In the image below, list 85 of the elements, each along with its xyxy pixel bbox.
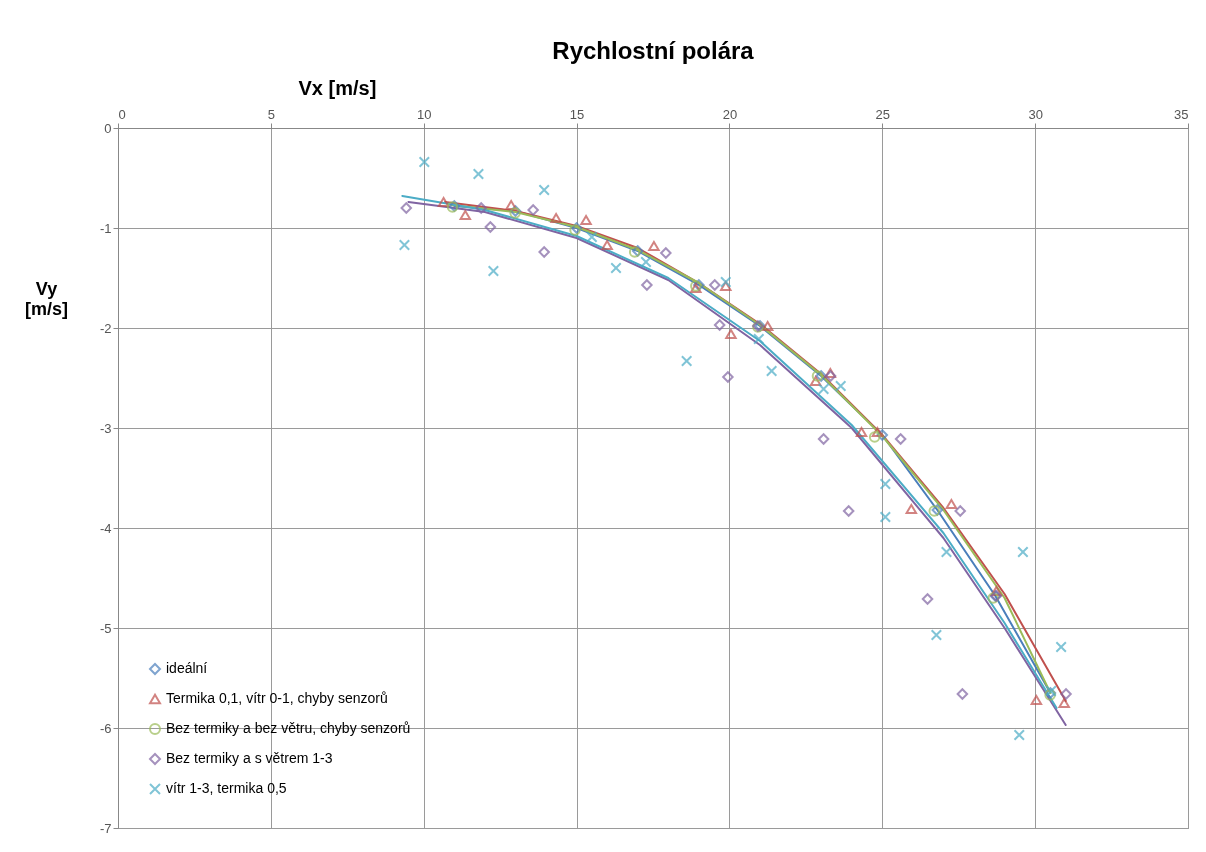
point	[722, 371, 734, 383]
point	[580, 214, 592, 226]
x-axis-title: Vx [m/s]	[298, 76, 377, 99]
point	[400, 202, 413, 214]
point	[459, 209, 472, 221]
x-tick-label: 25	[875, 106, 891, 122]
x-tick-label: 30	[1028, 106, 1043, 122]
point	[871, 426, 884, 438]
y-tick-label: -3	[99, 420, 112, 436]
point	[538, 184, 550, 196]
point	[876, 429, 889, 441]
legend-label: vítr 1-3, termika 0,5	[166, 780, 287, 796]
point	[879, 511, 892, 523]
x-tick-label: 0	[118, 106, 126, 122]
y-tick-label: -7	[99, 820, 112, 836]
point	[610, 262, 622, 274]
point	[437, 196, 450, 208]
chart-title: Rychlostní polára	[552, 37, 755, 64]
x-tick-label: 35	[1174, 106, 1189, 122]
legend-label: Bez termiky a bez větru, chyby senzorů	[166, 720, 411, 736]
point	[1030, 694, 1043, 706]
point	[809, 375, 822, 387]
y-tick-label: -5	[99, 620, 112, 636]
point	[761, 320, 774, 332]
point	[398, 239, 411, 251]
point	[954, 505, 966, 517]
legend-label: ideální	[166, 660, 208, 676]
point	[487, 265, 500, 277]
point	[538, 246, 550, 258]
point	[905, 503, 918, 515]
point	[640, 256, 652, 268]
point	[842, 505, 855, 517]
point	[660, 247, 672, 259]
point	[834, 380, 847, 392]
point	[931, 504, 944, 516]
point	[817, 433, 830, 445]
point	[868, 431, 881, 443]
x-tick-label: 5	[267, 106, 275, 122]
legend-label: Termika 0,1, vítr 0-1, chyby senzorů	[166, 690, 388, 706]
x-tick-label: 20	[722, 106, 738, 122]
point	[811, 370, 824, 382]
point	[956, 688, 969, 700]
y-tick-label: -2	[99, 320, 112, 336]
y-tick-label: -6	[99, 720, 112, 736]
point	[753, 333, 765, 345]
point	[505, 199, 517, 211]
point	[475, 202, 487, 214]
point	[1058, 697, 1070, 709]
point	[930, 629, 943, 641]
point	[709, 279, 721, 291]
point	[713, 319, 726, 331]
point	[815, 370, 827, 382]
point	[945, 498, 958, 510]
point	[1013, 729, 1025, 741]
point	[484, 221, 497, 233]
x-tick-label: 15	[569, 106, 585, 122]
y-tick-label: -1	[99, 220, 112, 236]
point	[550, 212, 562, 224]
x-tick-label: 10	[416, 106, 432, 122]
legend-label: Bez termiky a s větrem 1-3	[166, 750, 333, 766]
point	[680, 355, 693, 367]
point	[418, 156, 431, 168]
point	[855, 426, 868, 438]
point	[586, 231, 598, 243]
point	[648, 240, 660, 252]
point	[527, 204, 539, 216]
point	[765, 365, 778, 377]
point	[894, 433, 907, 445]
point	[725, 328, 737, 340]
y-axis-title: Vy [m/s]	[24, 278, 69, 319]
y-tick-label: 0	[104, 120, 112, 136]
point	[990, 585, 1003, 597]
point	[921, 593, 934, 605]
point	[641, 279, 653, 291]
point	[879, 478, 892, 490]
point	[817, 383, 830, 395]
point	[1017, 546, 1029, 558]
point	[1060, 688, 1072, 700]
point	[928, 505, 940, 517]
point	[720, 276, 732, 288]
point	[601, 239, 613, 251]
point	[472, 168, 485, 180]
y-tick-label: -4	[99, 520, 112, 536]
point	[1055, 641, 1067, 653]
point	[940, 546, 953, 558]
